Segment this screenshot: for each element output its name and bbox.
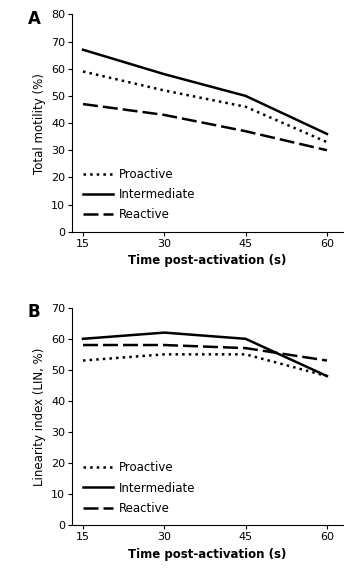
Intermediate — [81, 46, 85, 53]
Line: Intermediate: Intermediate — [83, 332, 327, 376]
Proactive — [81, 357, 85, 364]
Legend: Proactive, Intermediate, Reactive: Proactive, Intermediate, Reactive — [81, 459, 197, 517]
Intermediate — [244, 92, 248, 99]
Proactive — [244, 103, 248, 110]
Reactive — [244, 344, 248, 351]
Legend: Proactive, Intermediate, Reactive: Proactive, Intermediate, Reactive — [81, 166, 197, 224]
Proactive — [162, 87, 166, 94]
Line: Reactive: Reactive — [83, 345, 327, 361]
Text: B: B — [27, 304, 40, 321]
Intermediate — [162, 329, 166, 336]
Intermediate — [244, 335, 248, 342]
Proactive — [162, 351, 166, 358]
Reactive — [244, 128, 248, 134]
Reactive — [81, 342, 85, 349]
Reactive — [81, 100, 85, 107]
Y-axis label: Linearity index (LIN, %): Linearity index (LIN, %) — [32, 347, 45, 486]
Proactive — [81, 68, 85, 75]
Line: Proactive: Proactive — [83, 354, 327, 376]
Intermediate — [81, 335, 85, 342]
Line: Intermediate: Intermediate — [83, 50, 327, 134]
Text: A: A — [27, 10, 40, 28]
Reactive — [325, 357, 329, 364]
Reactive — [162, 342, 166, 349]
Intermediate — [162, 71, 166, 78]
Reactive — [162, 111, 166, 118]
Intermediate — [325, 130, 329, 137]
Proactive — [325, 138, 329, 145]
Proactive — [244, 351, 248, 358]
Proactive — [325, 373, 329, 380]
Line: Reactive: Reactive — [83, 104, 327, 150]
Y-axis label: Total motility (%): Total motility (%) — [32, 73, 45, 174]
Intermediate — [325, 373, 329, 380]
X-axis label: Time post-activation (s): Time post-activation (s) — [128, 254, 287, 267]
Line: Proactive: Proactive — [83, 72, 327, 142]
X-axis label: Time post-activation (s): Time post-activation (s) — [128, 548, 287, 561]
Reactive — [325, 147, 329, 153]
